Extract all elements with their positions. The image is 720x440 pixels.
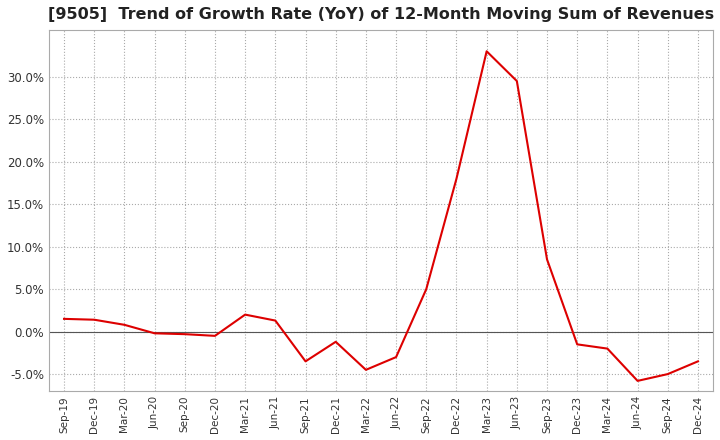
Title: [9505]  Trend of Growth Rate (YoY) of 12-Month Moving Sum of Revenues: [9505] Trend of Growth Rate (YoY) of 12-… (48, 7, 714, 22)
